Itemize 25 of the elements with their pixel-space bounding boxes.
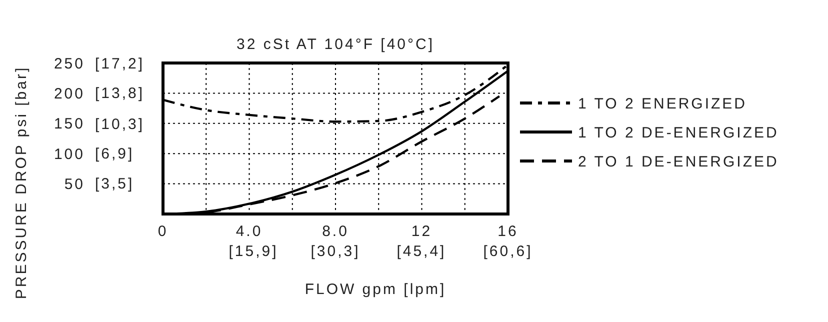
x2-tick-label: [30,3] — [310, 243, 360, 260]
x-tick-label: 8.0 — [322, 223, 349, 240]
y2-tick-label: [3,5] — [95, 176, 134, 193]
x-tick-label: 16 — [498, 223, 518, 240]
x-axis-title: FLOW gpm [lpm] — [304, 281, 446, 298]
y2-tick-label: [10,3] — [95, 116, 145, 133]
y2-tick-label: [6,9] — [95, 146, 134, 163]
x2-tick-label: [60,6] — [483, 243, 533, 260]
y-tick-label: 100 — [54, 146, 85, 163]
chart-title: 32 cSt AT 104°F [40°C] — [236, 36, 435, 53]
y-axis-title: PRESSURE DROP psi [bar] — [13, 66, 30, 300]
x2-tick-label: [15,9] — [228, 243, 278, 260]
y-tick-label: 50 — [64, 176, 85, 194]
y2-tick-label: [13,8] — [95, 85, 145, 102]
y2-tick-label: [17,2] — [95, 55, 145, 72]
legend-label: 2 TO 1 DE-ENERGIZED — [578, 153, 779, 170]
y-tick-label: 150 — [54, 116, 85, 133]
y-tick-label: 250 — [54, 55, 85, 72]
x-tick-label: 12 — [411, 223, 432, 240]
x-tick-label: 4.0 — [236, 223, 263, 240]
y-tick-label: 200 — [54, 85, 85, 102]
legend-label: 1 TO 2 ENERGIZED — [578, 95, 747, 112]
x2-tick-label: [45,4] — [396, 243, 446, 260]
x-tick-label: 0 — [158, 223, 168, 240]
legend-label: 1 TO 2 DE-ENERGIZED — [578, 124, 779, 142]
